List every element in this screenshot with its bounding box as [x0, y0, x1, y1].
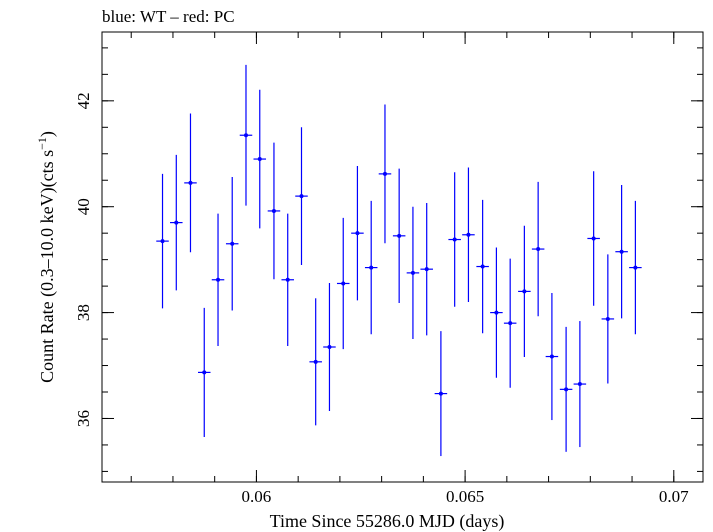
- data-point: [559, 326, 573, 452]
- point-marker: [160, 239, 165, 244]
- point-marker: [230, 241, 235, 246]
- data-point: [392, 168, 406, 304]
- point-marker: [564, 387, 569, 392]
- point-marker: [243, 133, 248, 138]
- point-marker: [216, 277, 221, 282]
- point-marker: [494, 310, 499, 315]
- point-marker: [438, 391, 443, 396]
- plot-frame: [101, 31, 704, 483]
- point-marker: [382, 171, 387, 176]
- point-marker: [188, 180, 193, 185]
- data-point: [170, 154, 183, 291]
- data-point: [573, 321, 587, 448]
- point-marker: [424, 267, 429, 272]
- point-marker: [633, 265, 638, 270]
- x-axis-label: Time Since 55286.0 MJD (days): [270, 511, 505, 532]
- point-marker: [313, 359, 318, 364]
- x-tick-label: 0.06: [242, 487, 272, 506]
- x-tick-label: 0.07: [659, 487, 689, 506]
- point-marker: [271, 208, 276, 213]
- point-marker: [341, 281, 346, 286]
- data-point: [420, 203, 433, 336]
- data-point: [197, 307, 211, 437]
- point-marker: [285, 277, 290, 282]
- point-marker: [466, 232, 471, 237]
- point-marker: [174, 220, 179, 225]
- point-marker: [410, 270, 415, 275]
- y-tick-label: 38: [74, 304, 93, 321]
- point-marker: [369, 265, 374, 270]
- data-point: [615, 185, 628, 319]
- data-point: [378, 104, 392, 244]
- point-marker: [549, 354, 554, 359]
- point-marker: [480, 264, 485, 269]
- data-point: [184, 113, 197, 253]
- point-marker: [605, 316, 610, 321]
- data-point: [448, 172, 461, 307]
- data-point: [211, 213, 225, 346]
- point-marker: [202, 370, 207, 375]
- point-marker: [327, 345, 332, 349]
- point-marker: [257, 157, 262, 162]
- x-tick-label: 0.065: [446, 487, 484, 506]
- chart-title: blue: WT – red: PC: [102, 7, 235, 26]
- point-marker: [591, 236, 596, 241]
- point-marker: [397, 233, 402, 238]
- data-point: [323, 282, 336, 412]
- axis-tick-labels: 0.06 0.065 0.07 36 38 40 42: [74, 92, 689, 506]
- data-point: [156, 173, 169, 309]
- data-point: [545, 293, 559, 421]
- data-point: [364, 200, 378, 335]
- data-point: [406, 206, 420, 340]
- data-point: [239, 64, 253, 206]
- data-point: [518, 225, 531, 358]
- data-point: [629, 200, 642, 335]
- data-point: [351, 165, 364, 301]
- data-series: [156, 64, 642, 457]
- data-point: [462, 167, 475, 302]
- data-point: [253, 89, 267, 229]
- point-marker: [452, 237, 457, 242]
- data-point: [281, 213, 294, 346]
- data-point: [503, 258, 517, 388]
- point-marker: [577, 382, 582, 387]
- data-point: [336, 217, 350, 350]
- data-point: [434, 331, 448, 457]
- data-point: [225, 177, 239, 311]
- series: [156, 64, 642, 457]
- data-point: [531, 181, 545, 317]
- data-point: [295, 127, 308, 265]
- data-point: [587, 171, 600, 306]
- data-point: [476, 199, 489, 334]
- data-point: [267, 142, 281, 280]
- y-axis-label-superscript: −1: [35, 137, 49, 150]
- point-marker: [355, 231, 360, 236]
- y-axis-label: Count Rate (0.3–10.0 keV)(cts s−1): [35, 131, 58, 383]
- data-point: [601, 254, 615, 384]
- y-tick-label: 36: [74, 410, 93, 427]
- point-marker: [299, 194, 304, 199]
- y-tick-label: 42: [74, 92, 93, 109]
- data-point: [490, 247, 503, 378]
- point-marker: [522, 289, 527, 294]
- axis-ticks: [102, 32, 703, 482]
- point-marker: [508, 321, 513, 326]
- y-axis-label-close: ): [37, 131, 58, 137]
- y-axis-label-main: Count Rate (0.3–10.0 keV)(cts s: [37, 150, 58, 383]
- point-marker: [536, 247, 541, 252]
- y-tick-label: 40: [74, 198, 93, 215]
- data-point: [309, 298, 322, 426]
- point-marker: [619, 249, 624, 254]
